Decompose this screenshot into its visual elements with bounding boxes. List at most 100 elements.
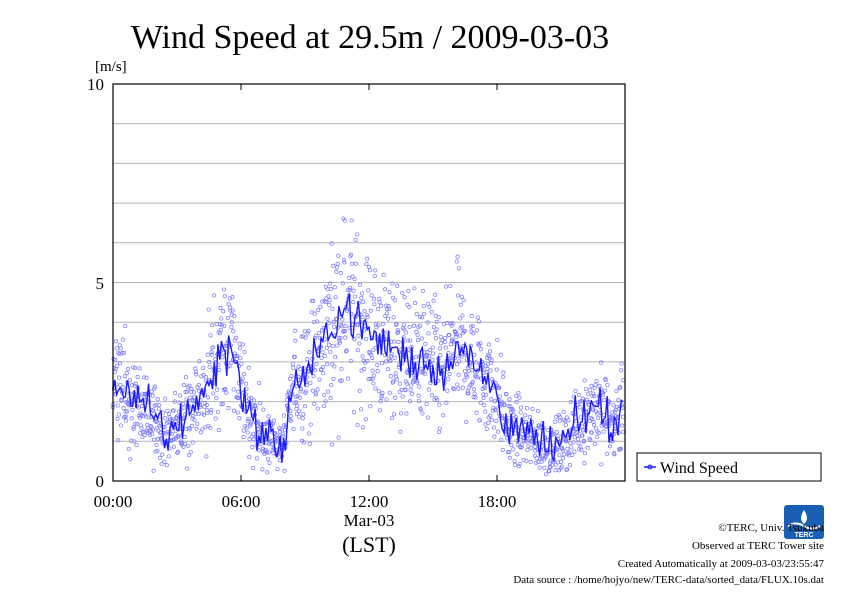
scatter-point xyxy=(472,391,477,396)
scatter-point xyxy=(555,447,560,452)
scatter-point xyxy=(375,306,381,312)
scatter-point xyxy=(298,389,303,394)
scatter-point xyxy=(392,339,397,344)
scatter-point xyxy=(462,328,467,333)
scatter-point xyxy=(225,315,230,321)
series-line-wind-speed xyxy=(112,293,624,463)
scatter-point xyxy=(385,367,390,372)
scatter-point xyxy=(212,293,217,298)
scatter-point xyxy=(499,399,504,404)
scatter-point xyxy=(156,428,161,433)
scatter-point xyxy=(194,426,199,431)
scatter-point xyxy=(525,447,530,452)
scatter-point xyxy=(238,356,243,361)
scatter-point xyxy=(420,315,425,320)
scatter-point xyxy=(579,448,584,453)
scatter-point xyxy=(337,340,342,345)
scatter-point xyxy=(223,386,228,392)
scatter-point xyxy=(575,433,580,438)
scatter-point xyxy=(331,320,336,325)
scatter-point xyxy=(313,367,318,373)
scatter-point xyxy=(394,321,399,326)
scatter-point xyxy=(366,288,371,293)
scatter-point xyxy=(376,323,381,328)
scatter-point xyxy=(565,467,570,472)
scatter-point xyxy=(187,383,192,388)
scatter-point xyxy=(434,319,439,324)
scatter-point xyxy=(421,288,426,293)
scatter-point xyxy=(458,316,463,321)
scatter-point xyxy=(393,371,398,376)
x-tick-label-0600: 06:00 xyxy=(222,492,261,511)
scatter-point xyxy=(495,429,501,434)
scatter-point xyxy=(416,393,421,398)
scatter-point xyxy=(449,323,454,328)
scatter-point xyxy=(229,320,235,325)
scatter-point xyxy=(620,423,625,428)
scatter-point xyxy=(570,452,575,457)
scatter-point xyxy=(265,456,270,462)
scatter-point xyxy=(138,423,143,428)
scatter-point xyxy=(497,394,502,399)
scatter-point xyxy=(352,337,357,342)
scatter-point xyxy=(157,403,162,408)
scatter-point xyxy=(404,411,409,416)
scatter-point xyxy=(492,425,497,430)
scatter-point xyxy=(222,294,227,299)
scatter-point xyxy=(197,359,202,364)
legend-marker xyxy=(647,464,653,470)
scatter-point xyxy=(247,437,252,442)
scatter-point xyxy=(398,429,403,434)
scatter-point xyxy=(151,437,157,442)
scatter-point xyxy=(305,357,310,362)
scatter-point xyxy=(203,375,208,380)
scatter-point xyxy=(251,431,256,436)
scatter-point xyxy=(471,331,476,336)
scatter-point xyxy=(215,409,221,415)
scatter-point xyxy=(381,272,386,277)
scatter-point xyxy=(379,303,384,308)
scatter-point xyxy=(371,347,376,353)
scatter-point xyxy=(555,433,560,439)
scatter-point xyxy=(465,374,470,379)
scatter-point xyxy=(379,395,384,400)
scatter-point xyxy=(120,337,125,342)
scatter-point xyxy=(123,414,128,419)
scatter-point xyxy=(456,372,461,377)
scatter-point xyxy=(524,439,529,444)
scatter-point xyxy=(496,411,501,416)
scatter-point xyxy=(288,418,293,423)
scatter-point xyxy=(136,405,141,410)
scatter-point xyxy=(599,462,604,467)
scatter-point xyxy=(494,367,499,372)
scatter-point xyxy=(347,275,352,280)
scatter-point xyxy=(577,405,582,410)
scatter-point xyxy=(461,298,466,303)
scatter-point xyxy=(386,303,391,309)
scatter-point xyxy=(589,430,594,435)
scatter-point xyxy=(224,390,229,395)
scatter-point xyxy=(300,426,305,431)
scatter-point xyxy=(162,416,167,421)
scatter-point xyxy=(438,352,443,358)
scatter-point xyxy=(171,408,176,413)
scatter-point xyxy=(321,403,326,409)
scatter-point xyxy=(529,445,534,450)
scatter-point xyxy=(556,460,561,465)
scatter-point xyxy=(437,346,443,351)
scatter-point xyxy=(134,442,139,448)
scatter-point xyxy=(343,349,349,354)
scatter-point xyxy=(149,431,155,437)
scatter-point xyxy=(475,375,480,380)
scatter-point xyxy=(338,336,343,341)
scatter-point xyxy=(209,407,214,413)
scatter-point xyxy=(328,396,333,401)
scatter-point xyxy=(160,452,165,457)
scatter-point xyxy=(447,372,452,377)
scatter-point xyxy=(266,450,271,455)
scatter-point xyxy=(322,354,327,359)
scatter-point xyxy=(527,415,533,420)
scatter-point xyxy=(405,338,411,343)
scatter-point xyxy=(365,256,370,261)
